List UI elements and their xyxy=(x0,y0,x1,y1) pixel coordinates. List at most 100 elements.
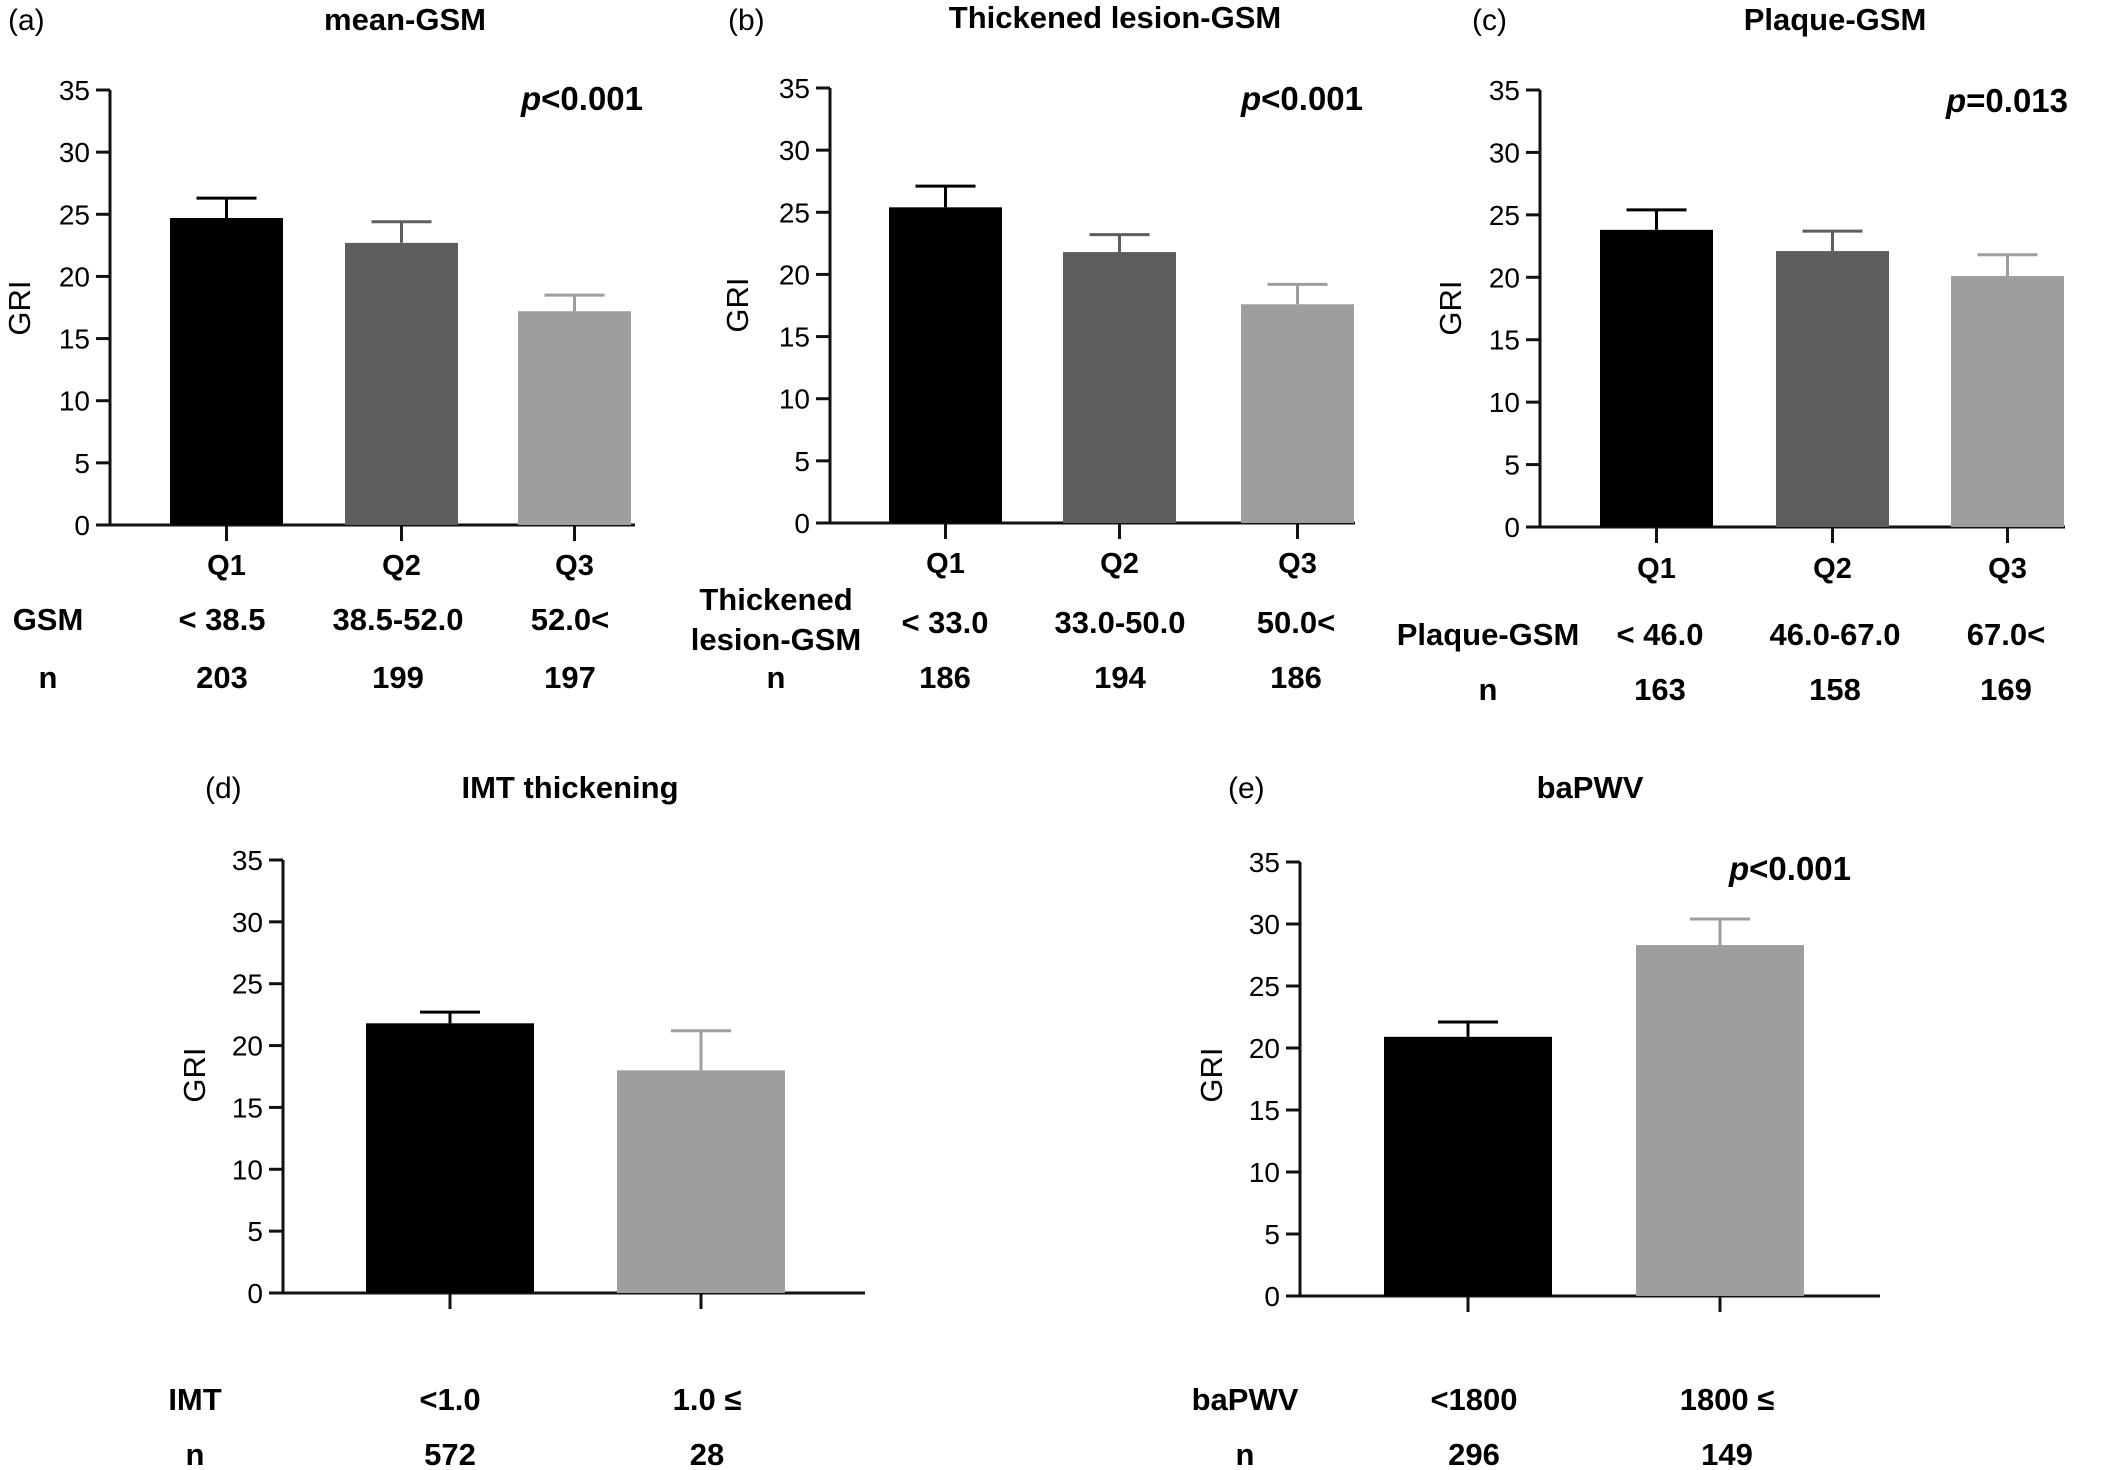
n-row-label: n xyxy=(1236,1437,1255,1470)
range-label: 50.0< xyxy=(1257,605,1335,640)
chart-panel-2: (b) Thickened lesion-GSM p<0.001 GRI 0 5 10 15 2… xyxy=(691,0,1363,695)
n-value: 149 xyxy=(1701,1437,1753,1470)
y-tick-label: 10 xyxy=(1489,387,1520,418)
bar-1 xyxy=(170,218,283,525)
n-row-label: n xyxy=(1479,672,1498,707)
p-prefix: p xyxy=(1240,80,1261,117)
range-label: 67.0< xyxy=(1967,617,2045,652)
chart-title: Plaque-GSM xyxy=(1744,2,1927,37)
x-tick-label: Q3 xyxy=(555,550,594,582)
chart-title: mean-GSM xyxy=(324,2,486,37)
y-tick-label: 30 xyxy=(779,135,810,166)
y-tick-label: 15 xyxy=(779,322,810,353)
y-tick-label: 25 xyxy=(232,969,263,1000)
p-value: =0.013 xyxy=(1966,82,2068,119)
range-label: < 38.5 xyxy=(178,602,265,637)
x-tick-label: Q1 xyxy=(926,548,965,580)
p-value: <0.001 xyxy=(541,80,643,117)
n-value: 169 xyxy=(1980,672,2032,707)
p-prefix: p xyxy=(520,80,541,117)
p-value: <0.001 xyxy=(1261,80,1363,117)
range-label: < 46.0 xyxy=(1616,617,1703,652)
n-value: 572 xyxy=(424,1437,476,1470)
y-tick-label: 5 xyxy=(1504,450,1520,481)
y-tick-label: 30 xyxy=(1489,137,1520,168)
range-label: < 33.0 xyxy=(901,605,988,640)
range-label: 46.0-67.0 xyxy=(1770,617,1901,652)
n-row-label: n xyxy=(39,660,58,695)
bar-1 xyxy=(889,207,1002,524)
range-label: <1800 xyxy=(1430,1382,1517,1417)
bar-2 xyxy=(1776,251,1889,527)
p-prefix: p xyxy=(1728,850,1749,887)
n-value: 186 xyxy=(1270,660,1322,695)
y-tick-label: 10 xyxy=(59,386,90,417)
y-tick-label: 5 xyxy=(247,1216,263,1247)
y-tick-label: 25 xyxy=(59,199,90,230)
chart-title: Thickened lesion-GSM xyxy=(949,0,1281,35)
p-prefix: p xyxy=(1945,82,1966,119)
y-tick-label: 35 xyxy=(232,845,263,876)
p-value-label: p<0.001 xyxy=(520,80,643,117)
x-tick-label: Q1 xyxy=(1637,553,1676,585)
group-label: Plaque-GSM xyxy=(1397,617,1580,652)
chart-title: IMT thickening xyxy=(462,770,679,805)
x-tick-label: Q2 xyxy=(1813,553,1852,585)
y-axis-label: GRI xyxy=(1194,1047,1229,1102)
x-tick-label: Q1 xyxy=(207,550,246,582)
p-value-label: p<0.001 xyxy=(1240,80,1363,117)
x-tick-label: Q2 xyxy=(382,550,421,582)
n-row-label: n xyxy=(186,1437,205,1470)
bar-3 xyxy=(1241,304,1354,523)
bar-1 xyxy=(1384,1036,1552,1296)
y-tick-label: 30 xyxy=(232,907,263,938)
p-value-label: p=0.013 xyxy=(1945,82,2068,119)
n-value: 194 xyxy=(1094,660,1146,695)
y-tick-label: 10 xyxy=(1249,1157,1280,1188)
range-label: 52.0< xyxy=(531,602,609,637)
n-value: 296 xyxy=(1448,1437,1500,1470)
y-tick-label: 25 xyxy=(1249,971,1280,1002)
y-tick-label: 0 xyxy=(74,510,90,541)
n-value: 203 xyxy=(196,660,248,695)
y-tick-label: 25 xyxy=(779,197,810,228)
bar-2 xyxy=(345,242,458,525)
n-row-label: n xyxy=(767,660,786,695)
range-label: 1800 ≤ xyxy=(1680,1382,1775,1417)
group-label: baPWV xyxy=(1192,1382,1299,1417)
y-tick-label: 10 xyxy=(232,1154,263,1185)
y-tick-label: 35 xyxy=(779,73,810,104)
n-value: 186 xyxy=(919,660,971,695)
x-tick-label: Q3 xyxy=(1278,548,1317,580)
y-axis-label: GRI xyxy=(177,1047,212,1102)
chart-title: baPWV xyxy=(1537,770,1644,805)
y-tick-label: 20 xyxy=(1489,262,1520,293)
panel-label: (d) xyxy=(205,772,242,805)
y-tick-label: 0 xyxy=(794,508,810,539)
y-tick-label: 5 xyxy=(1264,1219,1280,1250)
chart-panel-1: (a) mean-GSM p<0.001 GRI 0 5 10 15 20 25 30 35 Q1 Q2 Q… xyxy=(2,2,643,695)
y-tick-label: 15 xyxy=(1249,1095,1280,1126)
y-tick-label: 15 xyxy=(1489,325,1520,356)
n-value: 199 xyxy=(372,660,424,695)
y-tick-label: 35 xyxy=(1249,847,1280,878)
range-label: <1.0 xyxy=(419,1382,480,1417)
panel-label: (b) xyxy=(728,4,765,37)
y-axis-label: GRI xyxy=(1433,280,1468,335)
x-tick-label: Q3 xyxy=(1988,553,2027,585)
bar-2 xyxy=(1636,945,1804,1296)
n-value: 28 xyxy=(690,1437,724,1470)
y-tick-label: 5 xyxy=(794,446,810,477)
y-tick-label: 30 xyxy=(59,137,90,168)
chart-panel-3: (c) Plaque-GSM p=0.013 GRI 0 5 10 15 20 25 30 35 Q1 Q… xyxy=(1397,2,2068,707)
y-axis-label: GRI xyxy=(720,277,755,332)
bar-3 xyxy=(1951,276,2064,527)
bar-1 xyxy=(366,1023,534,1293)
n-value: 158 xyxy=(1809,672,1861,707)
y-tick-label: 0 xyxy=(247,1278,263,1309)
range-label: 1.0 ≤ xyxy=(673,1382,742,1417)
y-tick-label: 15 xyxy=(59,324,90,355)
group-label: GSM xyxy=(13,602,84,637)
panel-label: (a) xyxy=(8,4,45,37)
